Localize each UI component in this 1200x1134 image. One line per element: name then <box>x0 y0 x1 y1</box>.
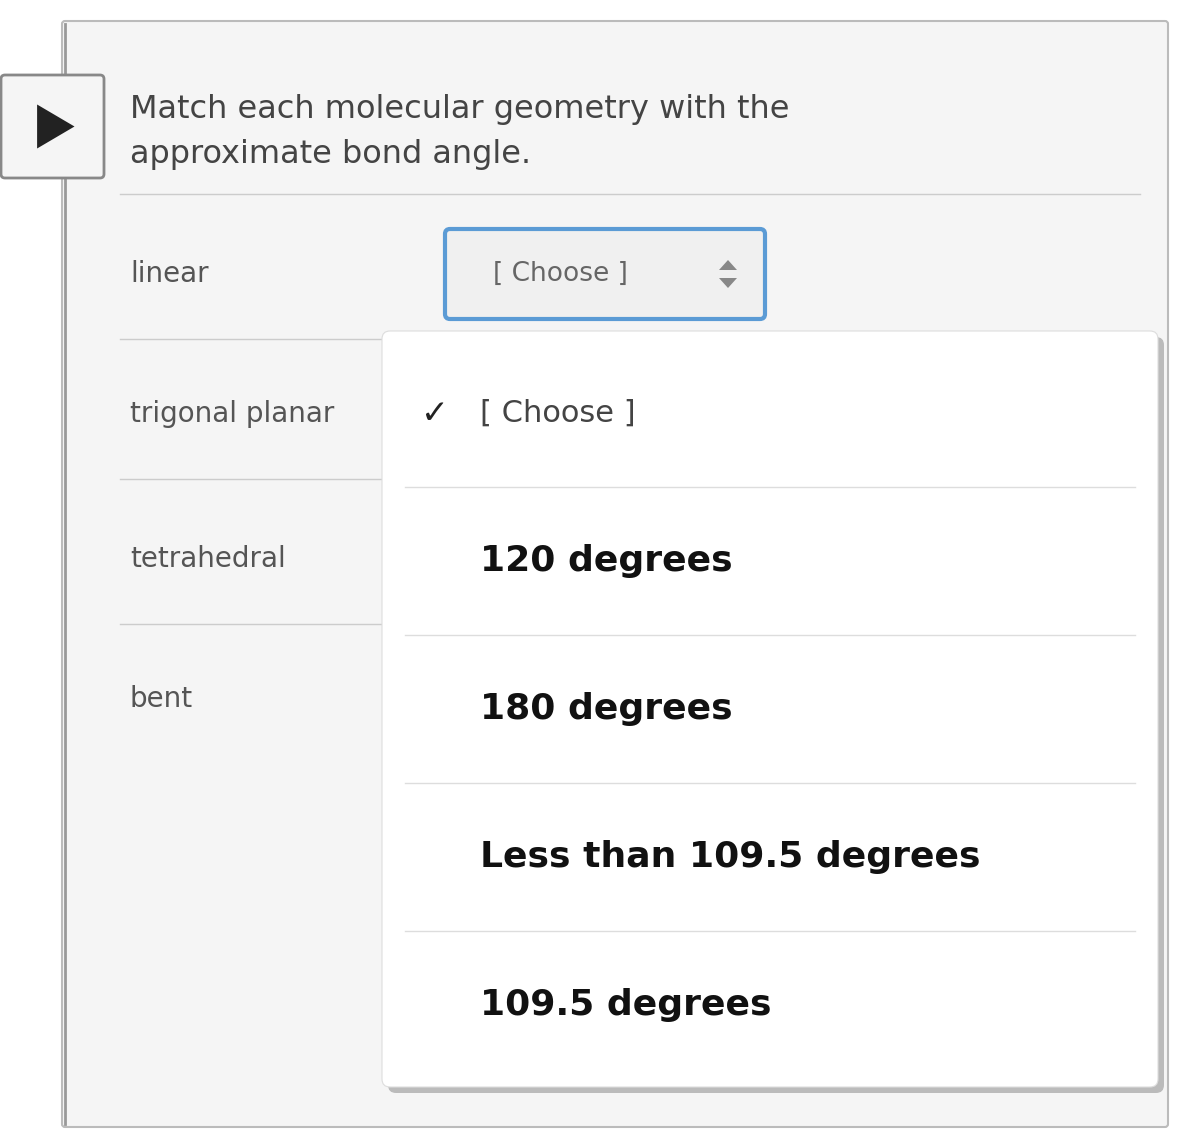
Text: tetrahedral: tetrahedral <box>130 545 286 573</box>
Text: [ Choose ]: [ Choose ] <box>492 261 628 287</box>
Text: bent: bent <box>130 685 193 713</box>
FancyBboxPatch shape <box>445 229 766 319</box>
Polygon shape <box>37 104 74 149</box>
Text: 180 degrees: 180 degrees <box>480 692 733 726</box>
FancyBboxPatch shape <box>62 22 1168 1127</box>
Text: Less than 109.5 degrees: Less than 109.5 degrees <box>480 840 980 874</box>
Text: [ Choose ]: [ Choose ] <box>480 398 636 428</box>
Text: linear: linear <box>130 260 209 288</box>
FancyBboxPatch shape <box>388 337 1164 1093</box>
FancyBboxPatch shape <box>382 331 1158 1088</box>
Text: Match each molecular geometry with the: Match each molecular geometry with the <box>130 94 790 125</box>
Text: 120 degrees: 120 degrees <box>480 544 733 578</box>
Polygon shape <box>719 260 737 270</box>
Text: approximate bond angle.: approximate bond angle. <box>130 139 532 170</box>
Text: 109.5 degrees: 109.5 degrees <box>480 988 772 1022</box>
Polygon shape <box>719 278 737 288</box>
Text: trigonal planar: trigonal planar <box>130 400 335 428</box>
Text: ✓: ✓ <box>421 397 449 430</box>
FancyBboxPatch shape <box>1 75 104 178</box>
